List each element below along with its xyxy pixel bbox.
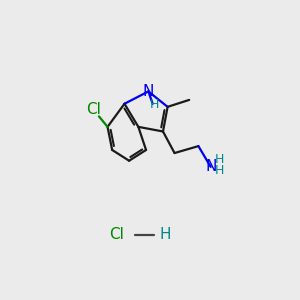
Text: Cl: Cl <box>86 102 101 117</box>
Text: Cl: Cl <box>110 227 124 242</box>
Text: H: H <box>160 227 171 242</box>
Text: N: N <box>206 159 217 174</box>
Text: H: H <box>149 98 159 111</box>
Text: N: N <box>143 84 154 99</box>
Text: H: H <box>214 164 224 177</box>
Text: H: H <box>214 154 224 166</box>
